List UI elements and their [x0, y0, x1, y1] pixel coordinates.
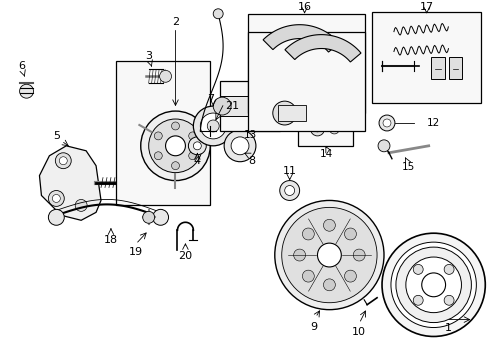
Circle shape	[48, 210, 64, 225]
Polygon shape	[285, 35, 360, 62]
Circle shape	[193, 142, 201, 150]
Bar	[220, 96, 259, 116]
Circle shape	[443, 265, 453, 274]
Circle shape	[412, 295, 422, 305]
Circle shape	[59, 157, 67, 165]
Text: 15: 15	[402, 162, 415, 172]
Circle shape	[165, 136, 185, 156]
Bar	[247, 32, 365, 131]
Text: 6: 6	[18, 62, 25, 71]
Polygon shape	[40, 146, 101, 220]
Bar	[297, 106, 352, 146]
Bar	[430, 58, 444, 79]
Circle shape	[314, 126, 320, 132]
Circle shape	[302, 228, 314, 240]
Circle shape	[272, 101, 296, 125]
Circle shape	[274, 201, 383, 310]
Circle shape	[200, 113, 225, 139]
Circle shape	[281, 207, 376, 303]
Bar	[220, 81, 279, 131]
Circle shape	[293, 249, 305, 261]
Circle shape	[148, 119, 202, 173]
Circle shape	[323, 279, 335, 291]
Bar	[247, 14, 365, 113]
Circle shape	[421, 273, 445, 297]
Text: 10: 10	[351, 327, 366, 337]
Circle shape	[213, 9, 223, 19]
Circle shape	[52, 194, 60, 202]
Circle shape	[381, 233, 484, 337]
Circle shape	[344, 228, 356, 240]
Circle shape	[390, 242, 475, 328]
Circle shape	[443, 295, 453, 305]
Circle shape	[377, 140, 389, 152]
Circle shape	[329, 124, 339, 134]
Circle shape	[278, 107, 290, 119]
Circle shape	[284, 185, 294, 195]
Bar	[371, 12, 480, 103]
Text: 13: 13	[243, 130, 256, 140]
Text: 12: 12	[426, 118, 439, 128]
Text: 5: 5	[53, 131, 60, 141]
Circle shape	[405, 257, 461, 312]
Text: 7: 7	[206, 94, 213, 104]
Bar	[277, 105, 305, 121]
Text: 14: 14	[319, 149, 332, 159]
Circle shape	[213, 97, 231, 115]
Circle shape	[395, 247, 470, 323]
Bar	[447, 58, 462, 79]
Circle shape	[55, 153, 71, 168]
Circle shape	[193, 106, 233, 146]
Text: 2: 2	[172, 17, 179, 27]
Circle shape	[154, 132, 162, 140]
Circle shape	[154, 152, 162, 160]
Circle shape	[248, 97, 266, 115]
Text: 18: 18	[103, 235, 118, 245]
Text: 11: 11	[282, 166, 296, 176]
Circle shape	[352, 249, 365, 261]
Circle shape	[171, 122, 179, 130]
Text: 4: 4	[193, 156, 201, 166]
Circle shape	[141, 111, 210, 181]
Circle shape	[20, 84, 34, 98]
Circle shape	[378, 115, 394, 131]
Circle shape	[188, 137, 206, 155]
Text: 16: 16	[297, 2, 311, 12]
Circle shape	[48, 190, 64, 206]
Text: 20: 20	[178, 251, 192, 261]
Circle shape	[310, 122, 324, 136]
Text: 1: 1	[444, 323, 451, 333]
Circle shape	[171, 162, 179, 170]
Circle shape	[142, 211, 154, 223]
Text: 21: 21	[224, 101, 239, 111]
Circle shape	[224, 130, 255, 162]
Text: 3: 3	[145, 51, 152, 62]
Circle shape	[279, 181, 299, 201]
Circle shape	[188, 132, 196, 140]
Circle shape	[159, 70, 171, 82]
Circle shape	[382, 119, 390, 127]
Circle shape	[231, 137, 248, 155]
Circle shape	[75, 199, 87, 211]
Text: 17: 17	[419, 2, 433, 12]
Text: 9: 9	[309, 321, 316, 332]
Text: 19: 19	[128, 247, 142, 257]
Circle shape	[152, 210, 168, 225]
Circle shape	[188, 152, 196, 160]
Bar	[116, 62, 210, 206]
Circle shape	[302, 270, 314, 282]
Circle shape	[207, 120, 219, 132]
Circle shape	[323, 219, 335, 231]
Circle shape	[317, 243, 341, 267]
Circle shape	[412, 265, 422, 274]
Polygon shape	[263, 25, 339, 52]
Circle shape	[344, 270, 356, 282]
Text: 8: 8	[248, 156, 255, 166]
